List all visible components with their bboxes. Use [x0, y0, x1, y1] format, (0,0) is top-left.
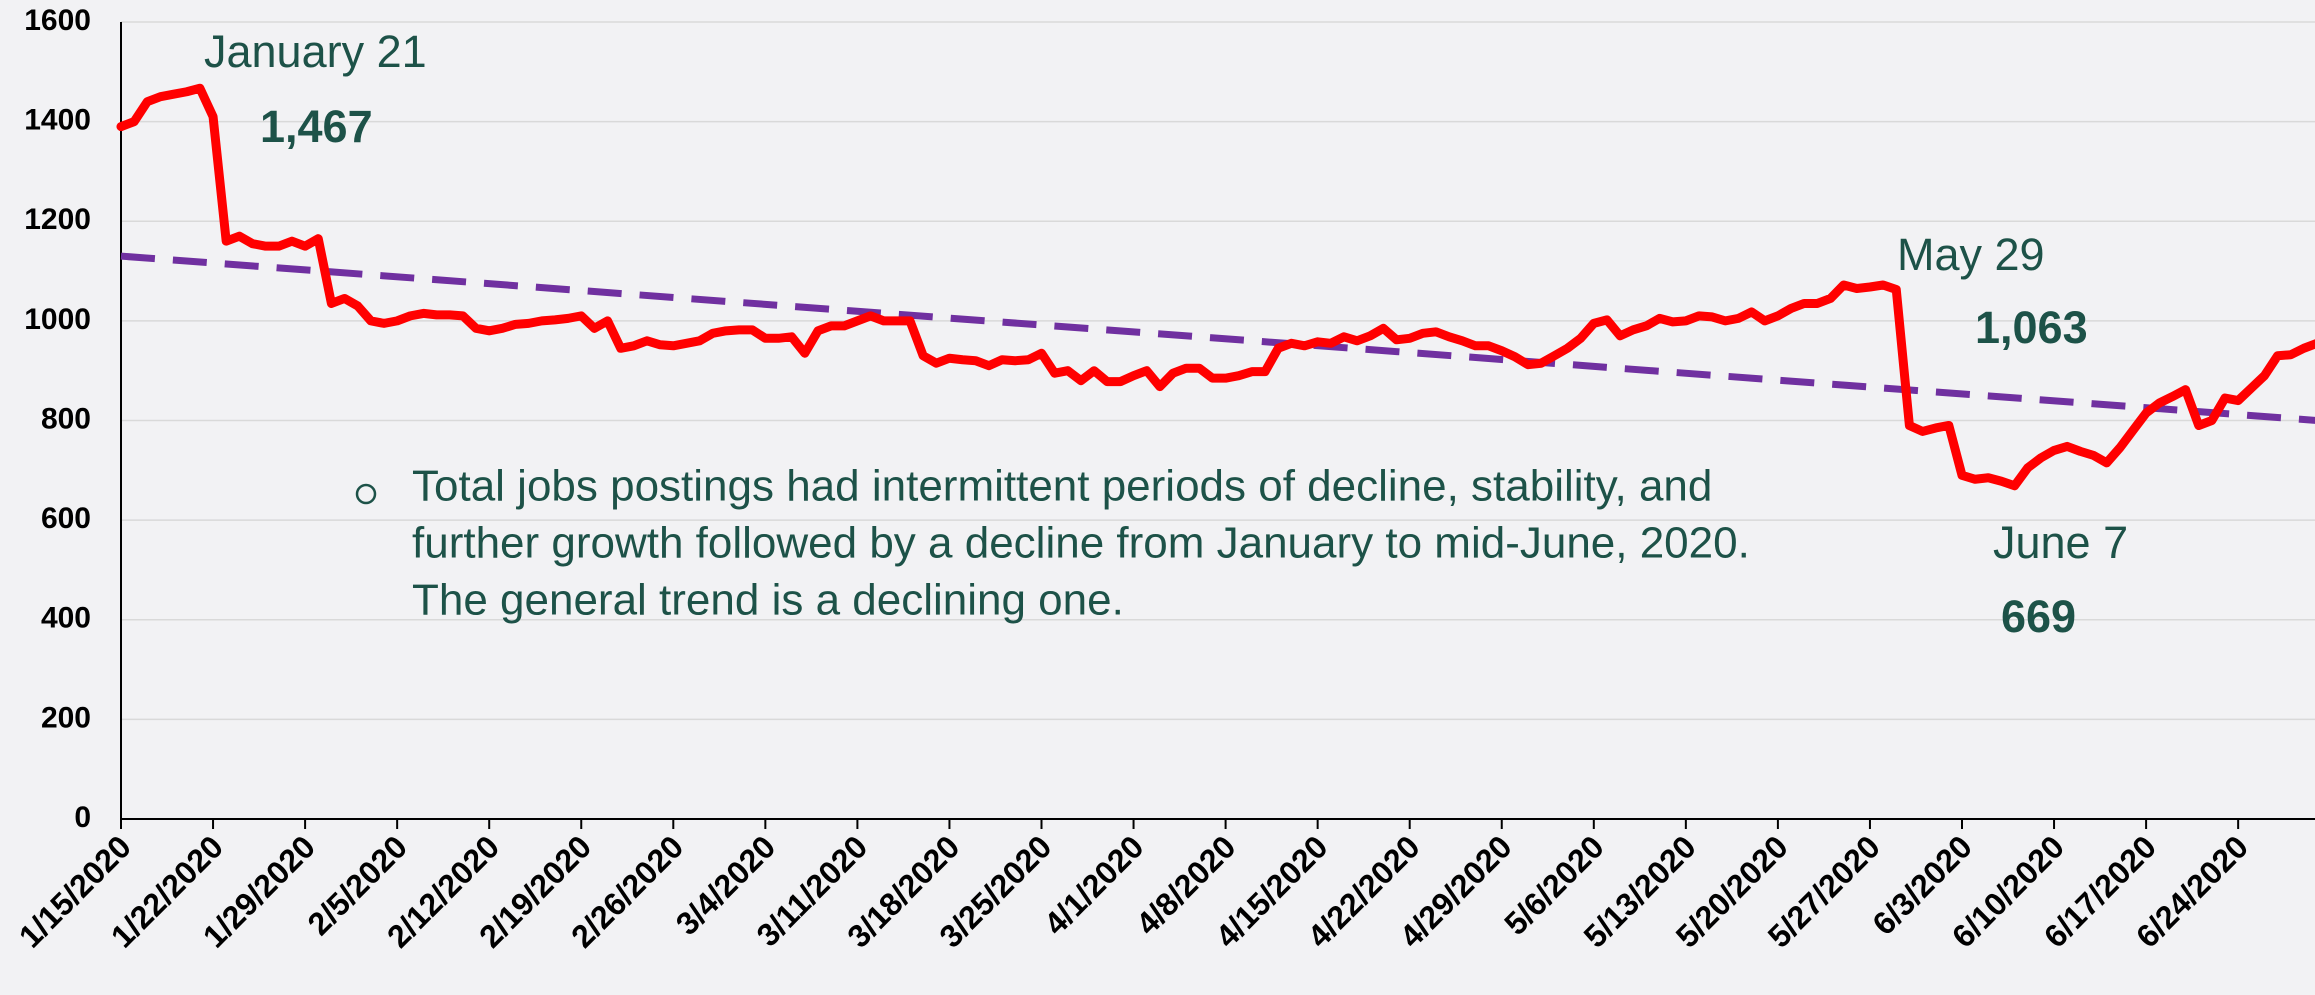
y-tick-label: 200: [41, 701, 91, 734]
y-tick-label: 1400: [24, 104, 91, 137]
y-tick-label: 1600: [24, 4, 91, 37]
annotation-label: June 7: [1993, 517, 2128, 568]
annotation-value: 1,467: [260, 101, 373, 152]
data-line: [116, 83, 2315, 491]
annotation-label: May 29: [1897, 229, 2045, 280]
y-tick-label: 800: [41, 402, 91, 435]
y-tick-label: 0: [74, 801, 91, 834]
y-tick-label: 1000: [24, 303, 91, 336]
y-tick-label: 600: [41, 502, 91, 535]
annotation-value: 669: [2001, 591, 2076, 642]
y-tick-label: 400: [41, 602, 91, 635]
trend-line: [120, 252, 2315, 424]
annotation-value: 1,063: [1975, 302, 2088, 353]
note-line: The general trend is a declining one.: [412, 576, 1124, 625]
annotation-label: January 21: [204, 26, 427, 77]
bullet: [355, 483, 377, 505]
note-line: Total jobs postings had intermittent per…: [412, 462, 1712, 511]
note-line: further growth followed by a decline fro…: [412, 519, 1750, 568]
y-tick-label: 1200: [24, 203, 91, 236]
